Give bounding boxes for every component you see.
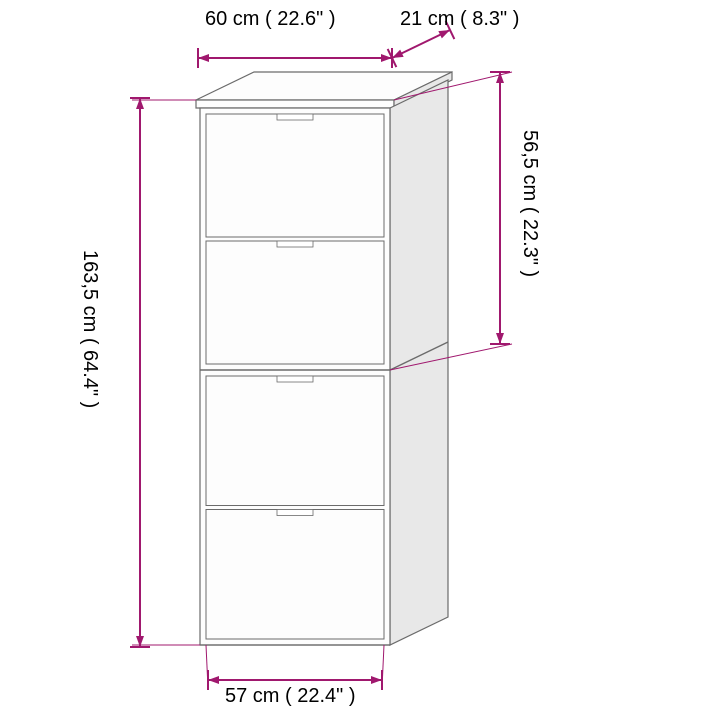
dim-top-width: 60 cm ( 22.6" ) <box>205 8 336 31</box>
dim-right-half-cm: 56,5 cm <box>519 130 541 201</box>
diagram-canvas: 60 cm ( 22.6" ) 21 cm ( 8.3" ) 163,5 cm … <box>0 0 720 720</box>
dim-left-height: 163,5 cm ( 64.4" ) <box>78 250 101 408</box>
dim-top-width-in: ( 22.6" ) <box>265 8 335 30</box>
dim-left-height-cm: 163,5 cm <box>79 250 101 332</box>
dim-right-half: 56,5 cm ( 22.3" ) <box>518 130 541 277</box>
dim-bottom-inner: 57 cm ( 22.4" ) <box>225 685 356 708</box>
dim-top-depth-in: ( 8.3" ) <box>460 8 519 30</box>
dim-top-width-cm: 60 cm <box>205 8 259 30</box>
dim-bottom-inner-in: ( 22.4" ) <box>285 685 355 707</box>
dim-top-depth: 21 cm ( 8.3" ) <box>400 8 519 31</box>
dim-top-depth-cm: 21 cm <box>400 8 454 30</box>
dim-left-height-in: ( 64.4" ) <box>79 338 101 408</box>
dim-right-half-in: ( 22.3" ) <box>519 207 541 277</box>
dim-bottom-inner-cm: 57 cm <box>225 685 279 707</box>
diagram-svg <box>0 0 720 720</box>
